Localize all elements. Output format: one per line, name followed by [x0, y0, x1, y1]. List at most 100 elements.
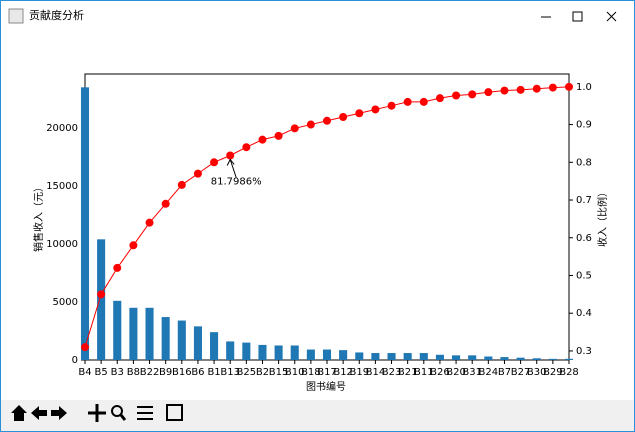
- x-tick-label: B20: [446, 367, 466, 378]
- x-tick-label: B21: [398, 367, 418, 378]
- x-tick-label: B30: [527, 367, 547, 378]
- maximize-button[interactable]: [572, 11, 583, 22]
- x-tick-label: B2: [256, 367, 269, 378]
- bar: [452, 355, 461, 360]
- y2-tick-label: 0.8: [576, 157, 592, 168]
- bar: [468, 355, 477, 360]
- close-button[interactable]: [606, 11, 617, 22]
- window-title: 贡献度分析: [29, 8, 84, 22]
- y2-tick-label: 0.5: [576, 270, 592, 281]
- line-point: [500, 86, 509, 95]
- x-tick-label: B28: [559, 367, 579, 378]
- line-point: [145, 218, 154, 227]
- y-axis-title: 销售收入（元）: [32, 182, 45, 252]
- line-point: [81, 343, 89, 352]
- line-point: [484, 88, 493, 97]
- x-tick-label: B1: [207, 367, 220, 378]
- pan-button[interactable]: [88, 404, 106, 422]
- bar: [371, 353, 380, 360]
- line-point: [274, 131, 283, 140]
- x-tick-label: B13: [220, 367, 240, 378]
- y2-tick-label: 0.7: [576, 195, 592, 206]
- app-icon: [8, 8, 24, 24]
- line-point: [290, 124, 299, 133]
- x-tick-label: B18: [301, 367, 321, 378]
- x-tick-label: B19: [349, 367, 369, 378]
- x-tick-label: B14: [366, 367, 386, 378]
- line-point: [565, 82, 573, 91]
- y-tick-label: 10000: [46, 239, 78, 250]
- y-tick-label: 20000: [46, 123, 78, 134]
- x-tick-label: B5: [95, 367, 108, 378]
- y-tick-label: 0: [72, 355, 78, 366]
- bar: [80, 87, 90, 360]
- x-tick-label: B3: [111, 367, 124, 378]
- annotation: 81.7986%: [211, 176, 262, 187]
- y2-tick-label: 0.4: [576, 308, 592, 319]
- configure-button[interactable]: [137, 406, 153, 420]
- line-point: [371, 105, 380, 114]
- x-tick-label: B24: [479, 367, 499, 378]
- line-point: [323, 116, 331, 125]
- line-point: [339, 113, 348, 122]
- y-tick-label: 15000: [46, 181, 78, 192]
- line-point: [435, 94, 444, 103]
- line-point: [161, 199, 170, 208]
- home-button[interactable]: [11, 405, 27, 421]
- zoom-button[interactable]: [111, 405, 127, 421]
- bar: [161, 317, 170, 360]
- y2-tick-label: 0.9: [576, 120, 592, 131]
- bar: [274, 345, 283, 360]
- line-point: [242, 143, 251, 152]
- bar: [403, 353, 412, 360]
- line-point: [226, 151, 235, 160]
- x-tick-label: B31: [462, 367, 482, 378]
- x-tick-label: B10: [285, 367, 305, 378]
- x-tick-label: B8: [127, 367, 140, 378]
- line-point: [403, 97, 412, 106]
- line-point: [129, 241, 138, 250]
- bar: [242, 342, 251, 360]
- bar: [339, 350, 348, 360]
- bar: [145, 307, 154, 360]
- bar: [193, 326, 202, 360]
- line-point: [532, 84, 541, 93]
- x-tick-label: B12: [333, 367, 353, 378]
- back-button[interactable]: [31, 406, 47, 420]
- x-tick-label: B29: [543, 367, 563, 378]
- bar: [548, 358, 557, 360]
- title-bar: [1, 1, 634, 31]
- x-axis-title: 图书编号: [306, 380, 346, 393]
- bar: [484, 356, 493, 360]
- bar: [97, 239, 106, 360]
- bar: [387, 353, 396, 360]
- bar: [322, 349, 332, 360]
- line-point: [193, 169, 202, 178]
- x-tick-label: B23: [382, 367, 402, 378]
- line-point: [258, 135, 267, 144]
- chart: 图书编号 销售收入（元） 收入（比例） 0 5000 10000 15000 20000…: [32, 73, 609, 393]
- toolbar: [1, 400, 634, 431]
- y2-axis-title: 收入（比例）: [596, 187, 609, 247]
- bar: [516, 357, 525, 360]
- line-point: [177, 180, 186, 189]
- x-tick-label: B9: [159, 367, 172, 378]
- line-point: [113, 263, 122, 272]
- line-point: [355, 109, 364, 118]
- bar: [500, 357, 509, 360]
- forward-button[interactable]: [51, 406, 67, 420]
- x-tick-label: B11: [414, 367, 434, 378]
- line-point: [210, 158, 219, 167]
- bar: [355, 352, 364, 360]
- x-tick-label: B6: [191, 367, 204, 378]
- annotation-arrow: [226, 158, 237, 178]
- x-tick-label: B15: [269, 367, 289, 378]
- x-tick-label: B16: [172, 367, 192, 378]
- x-tick-label: B25: [237, 367, 257, 378]
- line-point: [97, 290, 106, 299]
- line-point: [306, 120, 315, 129]
- x-tick-label: B17: [317, 367, 337, 378]
- save-button[interactable]: [166, 404, 183, 421]
